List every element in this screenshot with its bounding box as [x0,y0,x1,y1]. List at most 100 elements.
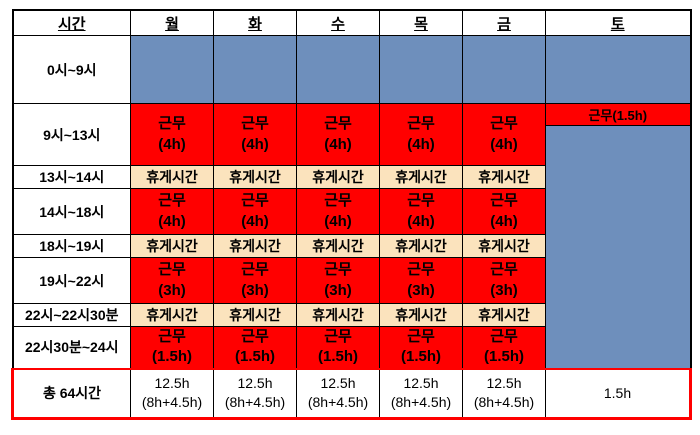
work-label: 근무 [158,115,186,133]
work-cell: 근무 (1.5h) [379,326,463,369]
break-cell: 휴게시간 [213,234,297,258]
work-label: 근무 [407,261,435,279]
break-cell: 휴게시간 [130,234,214,258]
row-18-19: 18시~19시 휴게시간 휴게시간 휴게시간 휴게시간 휴게시간 [12,234,691,258]
break-cell: 휴게시간 [296,165,380,189]
work-label: 근무 [324,261,352,279]
row-13-14: 13시~14시 휴게시간 휴게시간 휴게시간 휴게시간 휴게시간 [12,165,691,189]
work-hours: (1.5h) [483,348,524,366]
time-label: 22시~22시30분 [12,303,131,327]
off-cell [213,35,297,104]
time-label: 19시~22시 [12,257,131,304]
header-sat: 토 [545,9,691,36]
work-label: 근무 [324,192,352,210]
total-hours: 12.5h [403,375,439,392]
total-hours: 12.5h [237,375,273,392]
work-cell: 근무 (3h) [130,257,214,304]
work-label: 근무 [407,115,435,133]
work-hours: (4h) [241,212,269,230]
break-cell: 휴게시간 [379,234,463,258]
work-cell: 근무 (4h) [296,103,380,166]
work-label: 근무 [490,328,518,345]
off-cell [379,35,463,104]
break-cell: 휴게시간 [130,303,214,327]
total-label: 총 64시간 [11,367,131,420]
break-cell: 휴게시간 [296,303,380,327]
work-cell: 근무 (3h) [379,257,463,304]
work-label: 근무 [241,192,269,210]
time-label: 9시~13시 [12,103,131,166]
time-label: 18시~19시 [12,234,131,258]
work-hours: (4h) [324,212,352,230]
work-hours: (4h) [407,135,435,153]
total-row: 총 64시간 12.5h (8h+4.5h) 12.5h (8h+4.5h) 12.… [11,367,692,420]
work-cell: 근무 (4h) [213,103,297,166]
work-label: 근무 [241,328,269,345]
total-cell: 12.5h (8h+4.5h) [213,367,297,420]
work-cell: 근무 (3h) [462,257,546,304]
work-label: 근무 [324,328,352,345]
saturday-work-band: 근무(1.5h) [546,104,690,126]
work-label: 근무 [324,115,352,133]
work-cell: 근무 (4h) [379,188,463,235]
break-cell: 휴게시간 [462,234,546,258]
total-detail: (8h+4.5h) [390,394,452,411]
break-cell: 휴게시간 [213,165,297,189]
work-hours: (1.5h) [151,348,192,366]
row-9-13: 9시~13시 근무 (4h) 근무 (4h) 근무 (4h) 근무 (4h) 근무 (4h… [12,103,691,369]
work-cell: 근무 (1.5h) [130,326,214,369]
work-label: 근무 [158,328,186,345]
work-hours: (3h) [158,281,186,299]
row-2230-24: 22시30분~24시 근무 (1.5h) 근무 (1.5h) 근무 (1.5h) 근무… [12,326,691,369]
work-hours: (4h) [407,212,435,230]
work-cell: 근무 (1.5h) [462,326,546,369]
time-label: 13시~14시 [12,165,131,189]
work-schedule-table: 시간 월 화 수 목 금 토 0시~9시 9시~13시 근무 (4h) 근무 (4h… [11,9,692,420]
header-time: 시간 [12,9,131,36]
work-hours: (4h) [324,135,352,153]
total-hours: 12.5h [486,375,522,392]
off-cell-sat [545,35,691,104]
break-cell: 휴게시간 [379,165,463,189]
break-cell: 휴게시간 [462,303,546,327]
work-hours: (1.5h) [317,348,358,366]
off-cell [296,35,380,104]
work-hours: (1.5h) [400,348,441,366]
total-cell: 12.5h (8h+4.5h) [130,367,214,420]
header-fri: 금 [462,9,546,36]
work-hours: (3h) [490,281,518,299]
total-detail: (8h+4.5h) [141,394,203,411]
time-label: 22시30분~24시 [12,326,131,369]
total-detail: (8h+4.5h) [473,394,535,411]
total-hours: 12.5h [154,375,190,392]
work-cell: 근무 (4h) [462,103,546,166]
work-cell: 근무 (4h) [296,188,380,235]
total-cell: 12.5h (8h+4.5h) [462,367,546,420]
time-label: 14시~18시 [12,188,131,235]
work-label: 근무 [241,261,269,279]
break-cell: 휴게시간 [379,303,463,327]
time-label: 0시~9시 [12,35,131,104]
work-label: 근무 [490,115,518,133]
work-hours: (3h) [241,281,269,299]
work-cell: 근무 (3h) [296,257,380,304]
total-cell-saturday: 1.5h [545,367,692,420]
work-label: 근무 [407,192,435,210]
work-label: 근무 [158,192,186,210]
total-detail: (8h+4.5h) [307,394,369,411]
header-mon: 월 [130,9,214,36]
off-cell [130,35,214,104]
work-label: 근무 [490,261,518,279]
work-label: 근무 [490,192,518,210]
saturday-work-label: 근무(1.5h) [588,108,648,123]
work-hours: (4h) [158,212,186,230]
work-cell: 근무 (1.5h) [296,326,380,369]
work-cell: 근무 (4h) [462,188,546,235]
break-cell: 휴게시간 [462,165,546,189]
work-hours: (4h) [241,135,269,153]
header-thu: 목 [379,9,463,36]
break-cell: 휴게시간 [296,234,380,258]
row-22-2230: 22시~22시30분 휴게시간 휴게시간 휴게시간 휴게시간 휴게시간 [12,303,691,327]
off-cell [462,35,546,104]
